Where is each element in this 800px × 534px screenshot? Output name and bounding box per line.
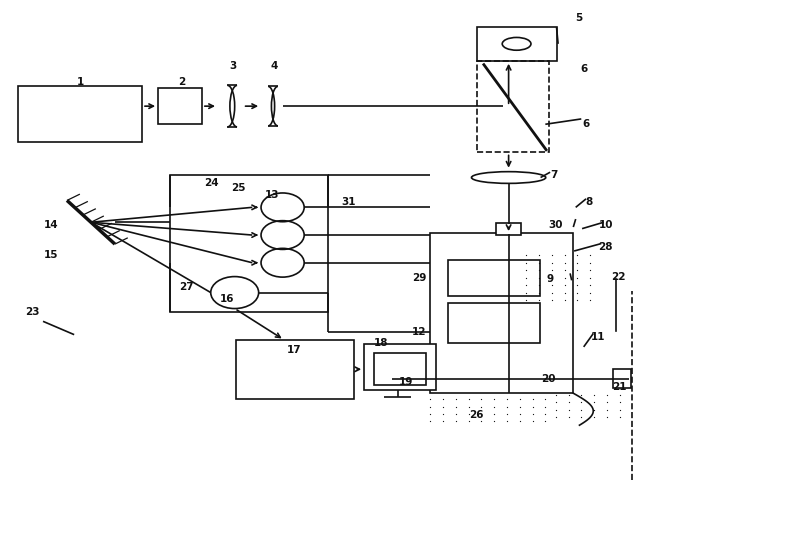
Text: 28: 28	[598, 242, 613, 252]
Bar	[18, 86, 142, 142]
Text: 8: 8	[586, 197, 593, 207]
Text: 27: 27	[178, 282, 194, 292]
Text: 12: 12	[412, 327, 426, 337]
Text: 13: 13	[265, 190, 279, 200]
Text: 30: 30	[549, 221, 563, 231]
Text: 2: 2	[178, 77, 186, 87]
Bar	[614, 369, 630, 388]
Text: 7: 7	[550, 170, 558, 180]
Text: 31: 31	[342, 197, 356, 207]
Bar	[430, 233, 574, 393]
Bar	[478, 61, 550, 153]
Text: 26: 26	[470, 410, 484, 420]
Text: 16: 16	[219, 294, 234, 304]
Bar	[496, 223, 522, 235]
Text: 14: 14	[44, 221, 58, 231]
Text: 19: 19	[398, 376, 413, 387]
Text: 11: 11	[591, 332, 606, 342]
Text: 6: 6	[580, 64, 587, 74]
Bar	[236, 340, 354, 398]
Text: 20: 20	[542, 374, 556, 384]
Bar	[364, 344, 436, 389]
Text: 9: 9	[546, 274, 554, 284]
Text: 23: 23	[26, 307, 40, 317]
Text: 6: 6	[582, 119, 590, 129]
Text: 29: 29	[412, 273, 426, 282]
Text: 21: 21	[612, 382, 627, 392]
Text: 3: 3	[230, 61, 237, 70]
Text: 17: 17	[287, 344, 302, 355]
Bar	[374, 354, 426, 385]
Text: 18: 18	[374, 337, 388, 348]
Bar	[158, 88, 202, 124]
Text: 1: 1	[77, 77, 84, 87]
Text: 24: 24	[204, 178, 219, 189]
Bar	[477, 27, 557, 61]
Text: 25: 25	[230, 183, 245, 193]
Bar	[448, 303, 540, 343]
Text: 10: 10	[598, 221, 614, 231]
Bar	[170, 175, 328, 312]
Bar	[448, 260, 540, 296]
Text: 15: 15	[44, 250, 58, 260]
Text: 5: 5	[575, 13, 582, 23]
Text: 22: 22	[610, 272, 626, 281]
Text: 4: 4	[271, 61, 278, 70]
